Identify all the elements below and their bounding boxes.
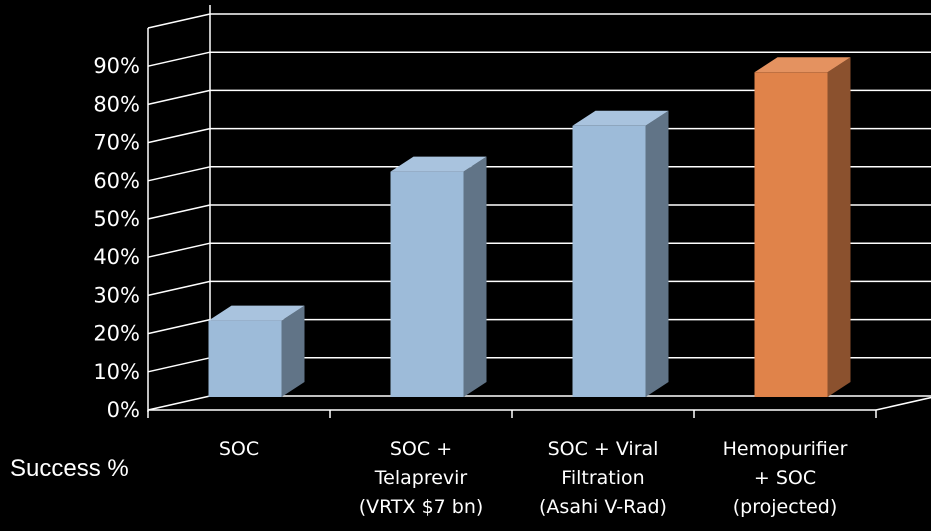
x-category-label: SOC <box>219 438 259 460</box>
y-axis-ticks: 0% 10% 20% 30% 40% 50% 60% 70% 80% 90% <box>93 54 140 422</box>
gridline-diagonal <box>147 13 211 29</box>
bar-front <box>390 171 464 397</box>
gridline-diagonal <box>147 357 211 373</box>
bar-side <box>827 57 851 398</box>
chart-bars <box>208 57 851 398</box>
gridline-diagonal <box>147 51 211 67</box>
x-axis-labels: SOC SOC + Telaprevir (VRTX $7 bn) SOC + Vira… <box>219 438 848 518</box>
gridline-diagonal <box>147 242 211 258</box>
x-category-label: Hemopurifier + SOC (projected) <box>723 438 848 518</box>
bar-side <box>463 156 487 397</box>
gridline-diagonal <box>147 89 211 106</box>
gridline-diagonal <box>147 166 211 182</box>
gridline-diagonal <box>147 204 211 220</box>
gridline-diagonal <box>147 395 211 411</box>
x-category-label: SOC + Telaprevir (VRTX $7 bn) <box>359 438 484 518</box>
y-tick-label: 10% <box>93 360 140 384</box>
y-tick-label: 80% <box>93 92 140 116</box>
bar-top <box>390 156 487 172</box>
bar-top <box>208 305 305 321</box>
gridline-diagonal <box>147 280 211 297</box>
bar-top <box>572 110 669 126</box>
floor-edge <box>875 396 931 411</box>
bar-front <box>754 72 828 398</box>
bar-front <box>208 320 282 397</box>
bar-front <box>572 125 646 397</box>
bar <box>208 305 305 397</box>
y-tick-label: 0% <box>107 398 140 422</box>
y-tick-label: 20% <box>93 322 140 346</box>
y-tick-label: 50% <box>93 207 140 231</box>
bar-side <box>281 305 305 397</box>
y-tick-label: 30% <box>93 283 140 307</box>
y-tick-label: 70% <box>93 131 140 155</box>
gridline-diagonal <box>147 127 211 144</box>
y-axis-label: Success % <box>10 455 129 482</box>
y-tick-label: 60% <box>93 169 140 193</box>
bar-side <box>645 110 669 397</box>
y-tick-label: 90% <box>93 54 140 78</box>
bar <box>390 156 487 397</box>
y-tick-label: 40% <box>93 245 140 269</box>
bar <box>754 57 851 398</box>
bar-top <box>754 57 851 73</box>
bar <box>572 110 669 397</box>
gridline-diagonal <box>147 318 211 335</box>
x-category-label: SOC + Viral Filtration (Asahi V-Rad) <box>539 438 667 518</box>
